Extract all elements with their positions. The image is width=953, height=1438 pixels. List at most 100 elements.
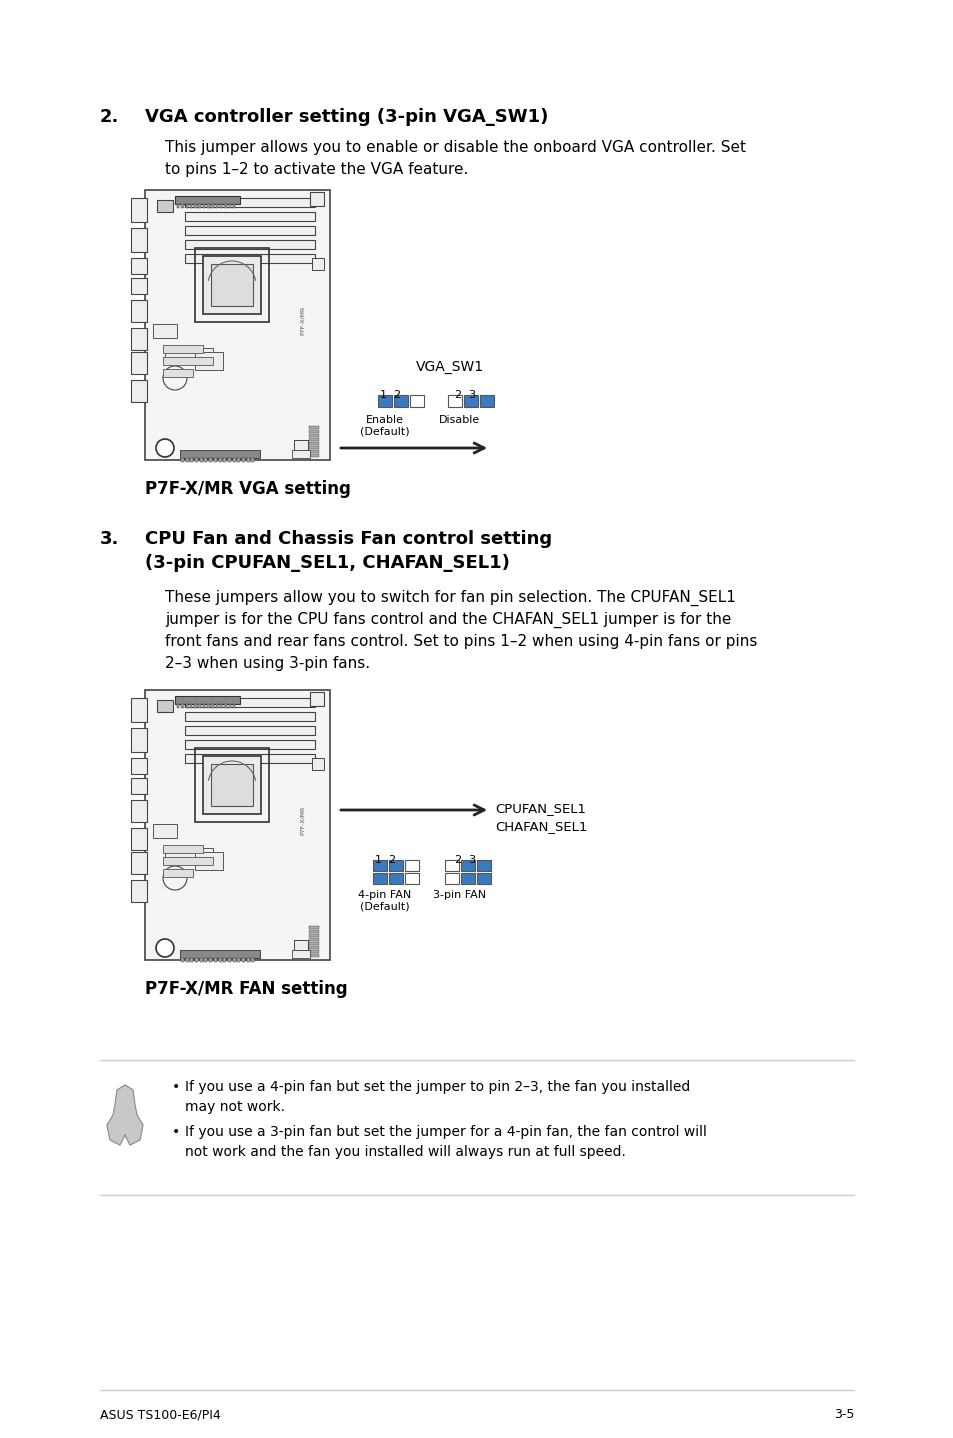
Bar bbox=[444, 873, 458, 884]
Bar bbox=[204, 958, 208, 962]
Bar bbox=[252, 958, 254, 962]
Bar bbox=[177, 204, 179, 209]
Bar bbox=[294, 940, 308, 951]
Bar bbox=[476, 873, 491, 884]
Bar bbox=[181, 705, 184, 707]
Bar bbox=[131, 758, 147, 774]
Bar bbox=[131, 198, 147, 221]
Bar bbox=[181, 204, 184, 209]
Bar bbox=[185, 198, 314, 207]
Bar bbox=[229, 705, 231, 707]
Bar bbox=[157, 200, 172, 211]
Text: VGA_SW1: VGA_SW1 bbox=[416, 360, 483, 374]
Text: CHAFAN_SEL1: CHAFAN_SEL1 bbox=[495, 820, 587, 833]
Bar bbox=[292, 951, 310, 958]
Bar bbox=[145, 190, 330, 460]
Text: CPU Fan and Chassis Fan control setting: CPU Fan and Chassis Fan control setting bbox=[145, 531, 552, 548]
Bar bbox=[190, 204, 193, 209]
Bar bbox=[213, 457, 216, 462]
Bar bbox=[211, 265, 253, 306]
Bar bbox=[131, 828, 147, 850]
Bar bbox=[131, 278, 147, 293]
Bar bbox=[185, 255, 314, 263]
Bar bbox=[224, 204, 227, 209]
Bar bbox=[195, 457, 198, 462]
Text: 2  3: 2 3 bbox=[455, 856, 476, 866]
Text: •: • bbox=[172, 1080, 180, 1094]
Bar bbox=[203, 204, 205, 209]
Bar bbox=[309, 935, 318, 938]
Text: P7F-X/MR: P7F-X/MR bbox=[299, 306, 304, 335]
Bar bbox=[194, 204, 196, 209]
Bar bbox=[194, 851, 223, 870]
Bar bbox=[131, 800, 147, 823]
Bar bbox=[410, 395, 423, 407]
Bar bbox=[174, 196, 240, 204]
Bar bbox=[294, 440, 308, 450]
Bar bbox=[131, 328, 147, 349]
Bar bbox=[242, 457, 245, 462]
Bar bbox=[309, 426, 318, 429]
Bar bbox=[191, 958, 193, 962]
Bar bbox=[237, 958, 240, 962]
Bar bbox=[444, 860, 458, 871]
Bar bbox=[185, 211, 314, 221]
Bar bbox=[448, 395, 461, 407]
Bar bbox=[163, 869, 193, 877]
Text: 3-pin FAN: 3-pin FAN bbox=[433, 890, 486, 900]
Bar bbox=[209, 457, 212, 462]
Bar bbox=[223, 958, 226, 962]
Bar bbox=[181, 457, 184, 462]
Bar bbox=[373, 873, 387, 884]
Bar bbox=[131, 352, 147, 374]
Bar bbox=[131, 728, 147, 752]
Bar bbox=[247, 457, 250, 462]
Bar bbox=[177, 705, 179, 707]
Bar bbox=[309, 434, 318, 437]
Bar bbox=[131, 778, 147, 794]
Text: 3-5: 3-5 bbox=[833, 1408, 853, 1421]
Text: •: • bbox=[172, 1125, 180, 1139]
Bar bbox=[131, 257, 147, 275]
Bar bbox=[228, 457, 231, 462]
Bar bbox=[203, 705, 205, 707]
Text: (3-pin CPUFAN_SEL1, CHAFAN_SEL1): (3-pin CPUFAN_SEL1, CHAFAN_SEL1) bbox=[145, 554, 509, 572]
Bar bbox=[237, 457, 240, 462]
Bar bbox=[185, 754, 314, 764]
Bar bbox=[198, 204, 201, 209]
Bar bbox=[309, 446, 318, 449]
Bar bbox=[309, 430, 318, 433]
Bar bbox=[191, 457, 193, 462]
Bar bbox=[212, 705, 213, 707]
Bar bbox=[373, 860, 387, 871]
Bar bbox=[309, 946, 318, 949]
Text: not work and the fan you installed will always run at full speed.: not work and the fan you installed will … bbox=[185, 1145, 625, 1159]
Bar bbox=[394, 395, 408, 407]
Bar bbox=[309, 951, 318, 953]
Bar bbox=[194, 352, 223, 370]
Bar bbox=[405, 873, 418, 884]
Bar bbox=[229, 204, 231, 209]
Bar bbox=[194, 247, 269, 322]
Text: If you use a 3-pin fan but set the jumper for a 4-pin fan, the fan control will: If you use a 3-pin fan but set the jumpe… bbox=[185, 1125, 706, 1139]
Bar bbox=[309, 938, 318, 940]
Bar bbox=[309, 439, 318, 441]
Bar bbox=[209, 958, 212, 962]
Bar bbox=[163, 345, 203, 352]
Bar bbox=[463, 395, 477, 407]
Circle shape bbox=[156, 439, 173, 457]
Bar bbox=[223, 457, 226, 462]
Bar bbox=[309, 454, 318, 457]
Bar bbox=[204, 457, 208, 462]
Bar bbox=[131, 697, 147, 722]
Text: ASUS TS100-E6/PI4: ASUS TS100-E6/PI4 bbox=[100, 1408, 220, 1421]
Bar bbox=[131, 380, 147, 403]
Bar bbox=[185, 712, 314, 720]
Bar bbox=[309, 953, 318, 958]
Text: CPUFAN_SEL1: CPUFAN_SEL1 bbox=[495, 802, 585, 815]
Bar bbox=[228, 958, 231, 962]
Text: 2–3 when using 3-pin fans.: 2–3 when using 3-pin fans. bbox=[165, 656, 370, 672]
Bar bbox=[247, 958, 250, 962]
Bar bbox=[215, 204, 218, 209]
Bar bbox=[309, 926, 318, 929]
